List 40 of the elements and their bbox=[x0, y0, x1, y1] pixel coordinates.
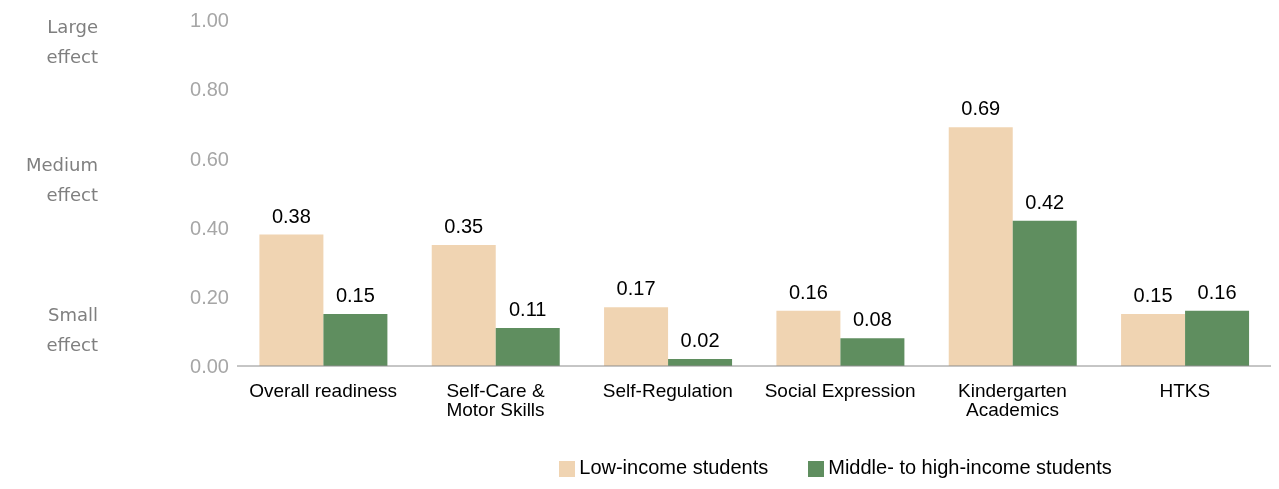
y-tick-label: 0.80 bbox=[190, 78, 229, 101]
bar bbox=[259, 234, 324, 366]
text: Small effect bbox=[45, 303, 98, 357]
bar bbox=[840, 338, 905, 366]
legend-label: Low-income students bbox=[579, 456, 769, 478]
legend-label: Middle- to high-income students bbox=[828, 456, 1112, 478]
y-tick-label: 0.60 bbox=[190, 147, 229, 170]
x-tick-label: Overall readiness bbox=[249, 380, 398, 402]
bar bbox=[1121, 314, 1186, 366]
bar bbox=[495, 327, 560, 366]
x-tick-label: Kindergarten Academics bbox=[958, 380, 1067, 421]
data-label: 0.38 bbox=[271, 204, 311, 227]
data-label: 0.69 bbox=[961, 97, 1001, 120]
data-label: 0.35 bbox=[444, 214, 484, 237]
bar bbox=[948, 127, 1013, 366]
data-label: 0.16 bbox=[788, 280, 828, 303]
data-label: 0.15 bbox=[1133, 284, 1173, 307]
data-label: 0.08 bbox=[852, 308, 892, 331]
data-label: 0.15 bbox=[335, 284, 375, 307]
bar bbox=[431, 244, 496, 366]
x-tick-label: Self-Regulation bbox=[602, 380, 733, 402]
data-label: 0.16 bbox=[1197, 280, 1237, 303]
data-label: 0.02 bbox=[680, 329, 720, 352]
data-label: 0.42 bbox=[1025, 190, 1065, 213]
x-tick-label: Self-Care & Motor Skills bbox=[446, 380, 545, 421]
bar bbox=[1012, 220, 1077, 366]
text: Large effect bbox=[45, 15, 98, 69]
bar bbox=[323, 314, 388, 366]
y-tick-label: 0.00 bbox=[190, 355, 229, 378]
y-tick-label: 0.40 bbox=[190, 216, 229, 239]
data-label: 0.11 bbox=[509, 297, 547, 320]
text: Medium effect bbox=[25, 153, 98, 207]
y-tick-label: 1.00 bbox=[190, 9, 229, 32]
y-tick-label: 0.20 bbox=[190, 285, 229, 308]
data-label: 0.17 bbox=[616, 277, 656, 300]
x-tick-label: HTKS bbox=[1159, 380, 1211, 402]
bar bbox=[776, 310, 841, 366]
bar bbox=[1185, 310, 1250, 366]
x-tick-label: Social Expression bbox=[764, 380, 916, 402]
bar bbox=[604, 307, 669, 366]
